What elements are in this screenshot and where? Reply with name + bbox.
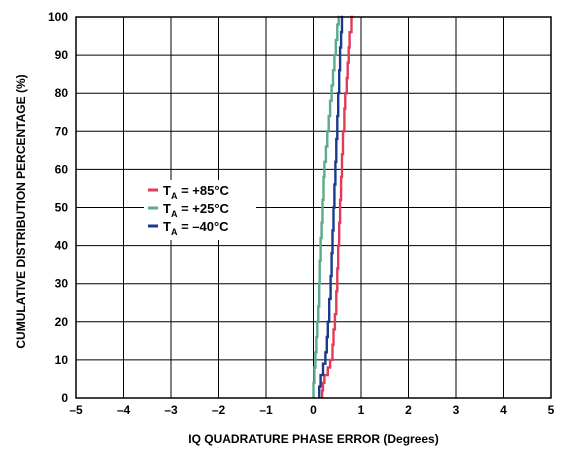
y-tick-label: 40 (55, 239, 69, 253)
y-tick-label: 0 (61, 391, 68, 405)
series-line-1 (312, 15, 340, 398)
x-tick-label: 3 (453, 403, 460, 417)
series-lines (312, 15, 354, 398)
y-tick-label: 50 (55, 201, 69, 215)
y-tick-label: 90 (55, 48, 69, 62)
y-tick-label: 70 (55, 124, 69, 138)
x-tick-label: 2 (405, 403, 412, 417)
series-line-0 (320, 15, 354, 398)
x-tick-label: –4 (117, 403, 131, 417)
y-tick-label: 20 (55, 315, 69, 329)
series-line-2 (318, 15, 344, 398)
plot-frame (75, 16, 552, 399)
y-tick-label: 30 (55, 277, 69, 291)
x-tick-label: 5 (548, 403, 555, 417)
x-tick-label: –1 (259, 403, 273, 417)
legend-label: TA = +25°C (163, 201, 230, 219)
legend-label: TA = –40°C (163, 219, 229, 237)
x-tick-label: –5 (69, 403, 83, 417)
y-axis-title: CUMULATIVE DISTRIBUTION PERCENTAGE (%) (14, 74, 28, 348)
legend-background (144, 180, 256, 240)
y-tick-label: 60 (55, 162, 69, 176)
y-tick-label: 80 (55, 86, 69, 100)
x-tick-label: 1 (358, 403, 365, 417)
grid (76, 17, 551, 398)
y-tick-label: 10 (55, 353, 69, 367)
x-tick-label: –2 (212, 403, 226, 417)
x-axis-title: IQ QUADRATURE PHASE ERROR (Degrees) (188, 432, 438, 446)
x-tick-label: 4 (500, 403, 507, 417)
x-tick-label: –3 (164, 403, 178, 417)
legend: TA = +85°CTA = +25°CTA = –40°C (144, 180, 256, 240)
x-tick-label: 0 (310, 403, 317, 417)
y-tick-label: 100 (48, 10, 68, 24)
legend-label: TA = +85°C (163, 183, 230, 201)
